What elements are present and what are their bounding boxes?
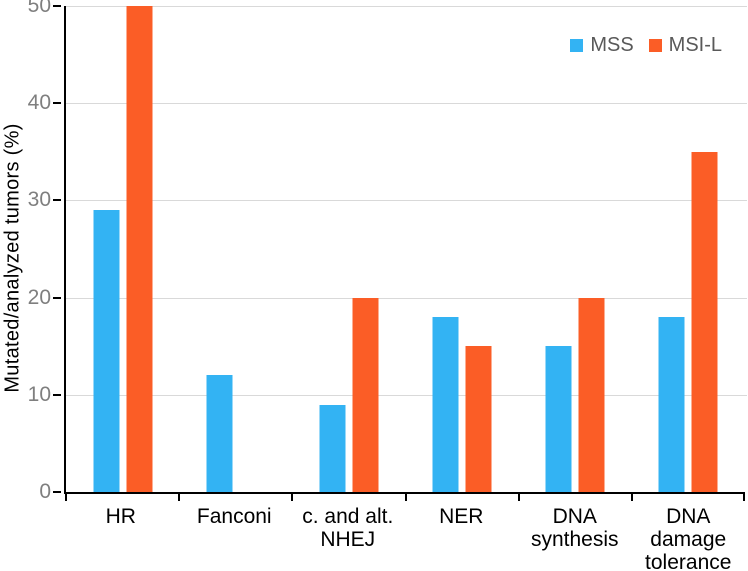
bar-group-5 xyxy=(519,6,632,492)
x-label-6: DNA damage tolerance xyxy=(645,505,732,571)
x-axis-labels: HR Fanconi c. and alt. NHEJ NER DNA synthesi… xyxy=(64,505,745,571)
y-tick-mark-0 xyxy=(53,491,61,493)
legend-item-msi-l: MSI-L xyxy=(648,34,722,57)
y-tick-mark-40 xyxy=(53,102,61,105)
legend: MSS MSI-L xyxy=(570,34,722,57)
y-tick-mark-50 xyxy=(53,5,61,7)
x-label-1: HR xyxy=(105,505,136,528)
plot-area: 0 10 20 30 40 50 xyxy=(28,0,747,503)
y-tick-label-0: 0 xyxy=(39,480,51,503)
legend-swatch-mss xyxy=(570,39,584,52)
bar-msi-l-5 xyxy=(578,297,605,492)
gridline-20 xyxy=(66,297,747,299)
legend-item-mss: MSS xyxy=(570,34,634,57)
x-tick-mark-1 xyxy=(178,492,181,501)
x-label-5: DNA synthesis xyxy=(530,505,619,551)
bar-group-2 xyxy=(179,6,292,492)
bar-mss-6 xyxy=(658,317,685,492)
bar-pair xyxy=(658,6,718,492)
bars-layer xyxy=(66,6,745,492)
bar-pair xyxy=(545,6,605,492)
gridline-30 xyxy=(66,200,747,202)
x-tick-mark-2 xyxy=(291,492,294,501)
x-label-3: c. and alt. NHEJ xyxy=(302,505,394,551)
bar-pair xyxy=(432,6,492,492)
legend-label-msi-l: MSI-L xyxy=(668,34,722,56)
bar-msi-l-4 xyxy=(465,346,492,492)
bar-msi-l-3 xyxy=(352,297,379,492)
bar-mss-3 xyxy=(319,404,346,492)
y-tick-mark-30 xyxy=(53,199,61,202)
bar-pair xyxy=(93,6,153,492)
bar-group-4 xyxy=(406,6,519,492)
gridline-40 xyxy=(66,103,747,105)
legend-label-mss: MSS xyxy=(590,34,634,56)
y-tick-label-30: 30 xyxy=(27,188,51,212)
bar-pair xyxy=(319,6,379,492)
x-tick-mark-3 xyxy=(404,492,407,501)
legend-swatch-msi-l xyxy=(648,39,662,52)
bar-msi-l-1 xyxy=(126,6,153,492)
x-tick-mark-0 xyxy=(65,492,67,501)
y-tick-label-10: 10 xyxy=(27,382,51,406)
bar-pair xyxy=(206,6,265,492)
x-tick-mark-6 xyxy=(743,492,745,501)
y-tick-label-20: 20 xyxy=(27,285,51,309)
x-tick-mark-5 xyxy=(630,492,633,501)
x-tick-mark-4 xyxy=(517,492,520,501)
bar-mss-5 xyxy=(545,346,572,492)
gridline-50 xyxy=(66,6,747,7)
y-axis-title: Mutated/analyzed tumors (%) xyxy=(1,123,24,393)
bar-group-6 xyxy=(632,6,745,492)
y-tick-label-40: 40 xyxy=(27,91,51,115)
y-tick-mark-10 xyxy=(53,393,61,396)
y-tick-label-50: 50 xyxy=(27,0,51,17)
x-label-2: Fanconi xyxy=(196,505,272,528)
x-label-4: NER xyxy=(439,505,484,528)
bar-msi-l-6 xyxy=(691,151,718,492)
bar-mss-4 xyxy=(432,317,459,492)
gridline-10 xyxy=(66,394,747,396)
bar-mss-1 xyxy=(93,210,120,492)
bar-group-1 xyxy=(66,6,179,492)
bar-group-3 xyxy=(292,6,405,492)
bar-mss-2 xyxy=(206,375,233,492)
y-tick-mark-20 xyxy=(53,296,61,299)
